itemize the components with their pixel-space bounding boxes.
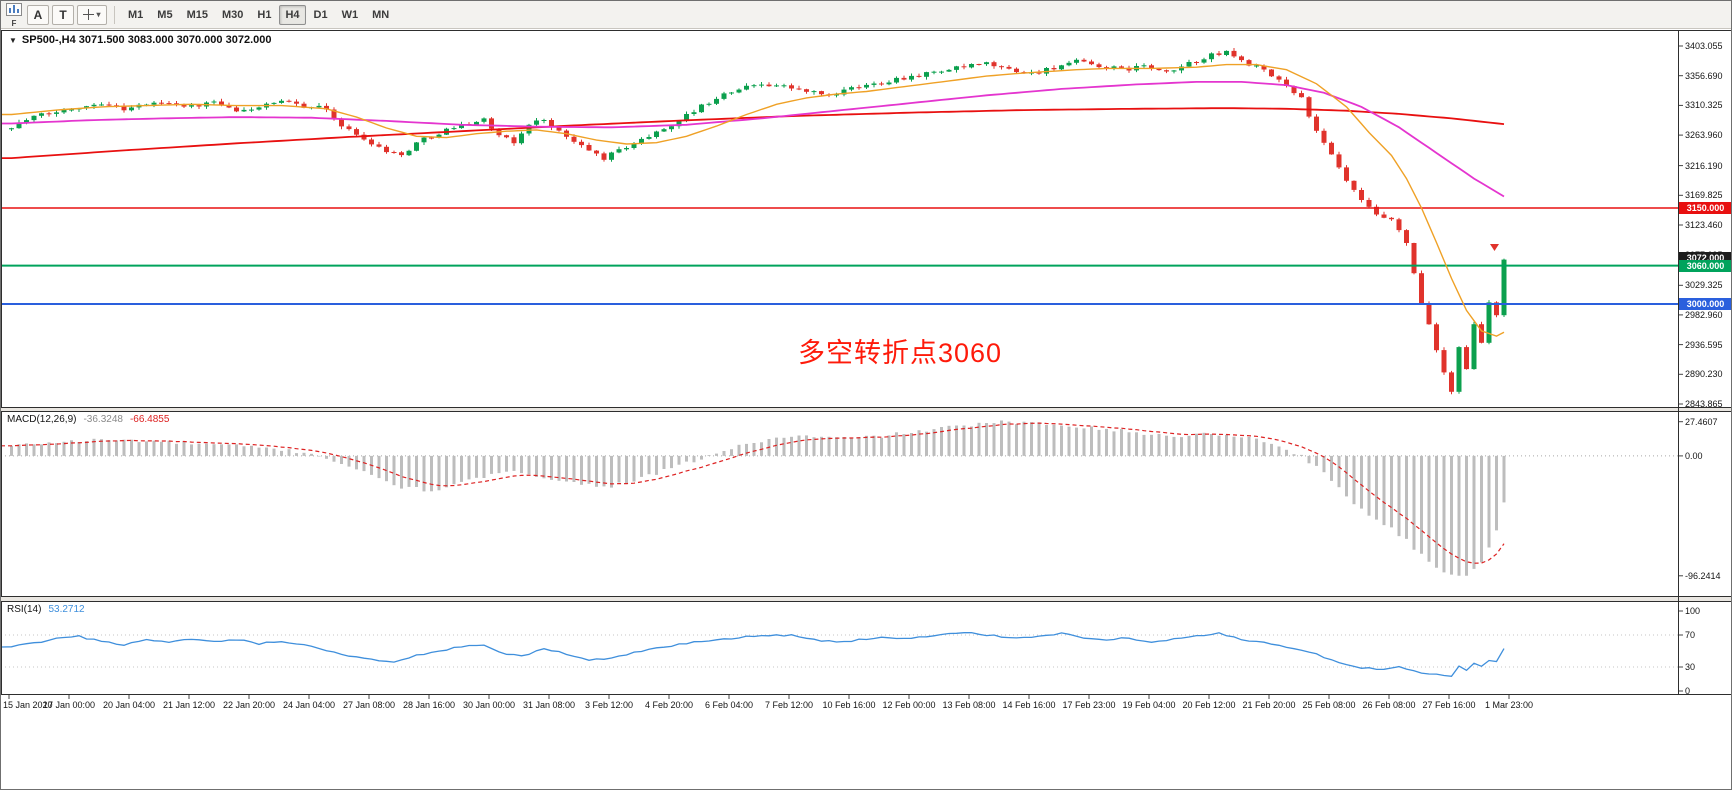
timeframe-button-m30[interactable]: M30 bbox=[216, 5, 249, 25]
toolbar-separator bbox=[114, 5, 115, 24]
macd-layer bbox=[2, 420, 1678, 576]
rsi-layer bbox=[2, 631, 1678, 677]
charts-toolbar-button[interactable]: F bbox=[4, 2, 24, 28]
toolbar: F A T ▾ M1 M5 M15 M30 H1 H4 D1 W1 MN bbox=[1, 1, 1731, 29]
timeframe-group: M1 M5 M15 M30 H1 H4 D1 W1 MN bbox=[122, 4, 395, 25]
timeframe-button-m1[interactable]: M1 bbox=[122, 5, 149, 25]
timeframe-button-d1[interactable]: D1 bbox=[308, 5, 334, 25]
timeframe-button-h1[interactable]: H1 bbox=[251, 5, 277, 25]
insert-text-button[interactable]: A bbox=[27, 4, 49, 25]
toolbar-f-label: F bbox=[11, 18, 17, 28]
timeframe-button-m5[interactable]: M5 bbox=[151, 5, 178, 25]
text-label-button[interactable]: T bbox=[52, 4, 74, 25]
chart-grid-icon bbox=[6, 2, 22, 16]
timeframe-button-w1[interactable]: W1 bbox=[336, 5, 365, 25]
timeframe-button-m15[interactable]: M15 bbox=[181, 5, 214, 25]
caret-down-icon: ▾ bbox=[96, 10, 101, 19]
crosshair-icon bbox=[83, 9, 95, 20]
timeframe-button-mn[interactable]: MN bbox=[366, 5, 395, 25]
sell-arrow-marker bbox=[1490, 244, 1499, 251]
cursor-tool-dropdown[interactable]: ▾ bbox=[77, 4, 107, 25]
main-price-layer bbox=[2, 48, 1678, 395]
timeframe-button-h4[interactable]: H4 bbox=[279, 4, 306, 25]
